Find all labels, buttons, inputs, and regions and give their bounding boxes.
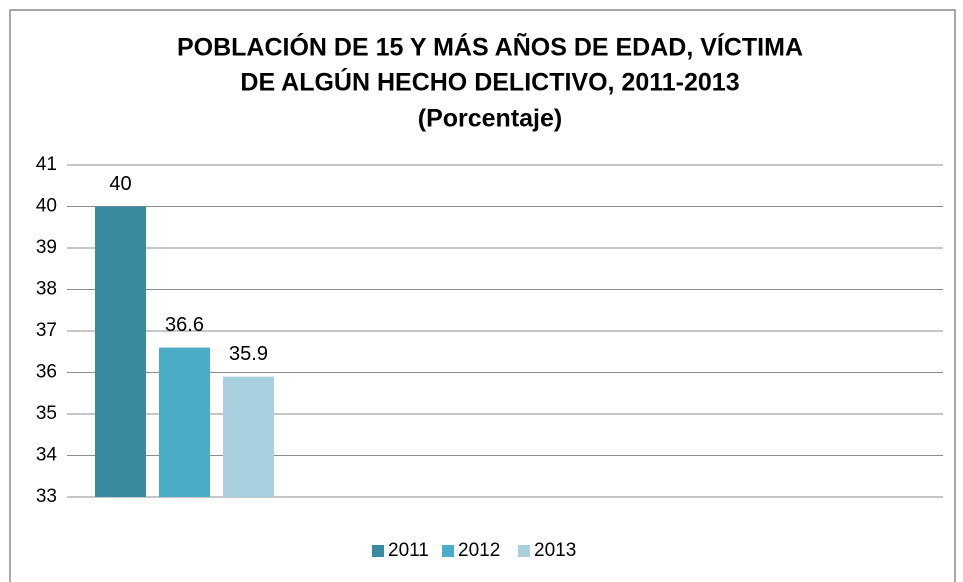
y-tick-label: 34: [36, 445, 58, 466]
y-tick-label: 35: [36, 403, 57, 424]
y-tick-label: 39: [36, 237, 57, 258]
legend-swatch: [442, 545, 454, 557]
legend-label: 2012: [458, 540, 500, 561]
y-tick-label: 41: [36, 154, 57, 175]
value-label: 36.6: [165, 314, 204, 336]
y-tick-label: 36: [36, 362, 57, 383]
value-label: 35.9: [229, 343, 268, 365]
bar: [95, 206, 146, 497]
legend-swatch: [372, 545, 384, 557]
value-label: 40: [109, 173, 131, 195]
bar: [223, 376, 274, 497]
legend-label: 2013: [534, 540, 576, 561]
chart-subtitle: (Porcentaje): [418, 105, 562, 133]
y-tick-label: 40: [36, 196, 57, 217]
y-tick-label: 33: [36, 486, 57, 507]
chart-title: DE ALGÚN HECHO DELICTIVO, 2011-2013: [240, 67, 739, 97]
y-tick-label: 37: [36, 320, 57, 341]
legend-label: 2011: [388, 540, 429, 561]
chart-title: POBLACIÓN DE 15 Y MÁS AÑOS DE EDAD, VÍCT…: [177, 32, 803, 62]
y-tick-label: 38: [36, 279, 57, 300]
legend-swatch: [518, 545, 530, 557]
bar: [159, 347, 210, 497]
